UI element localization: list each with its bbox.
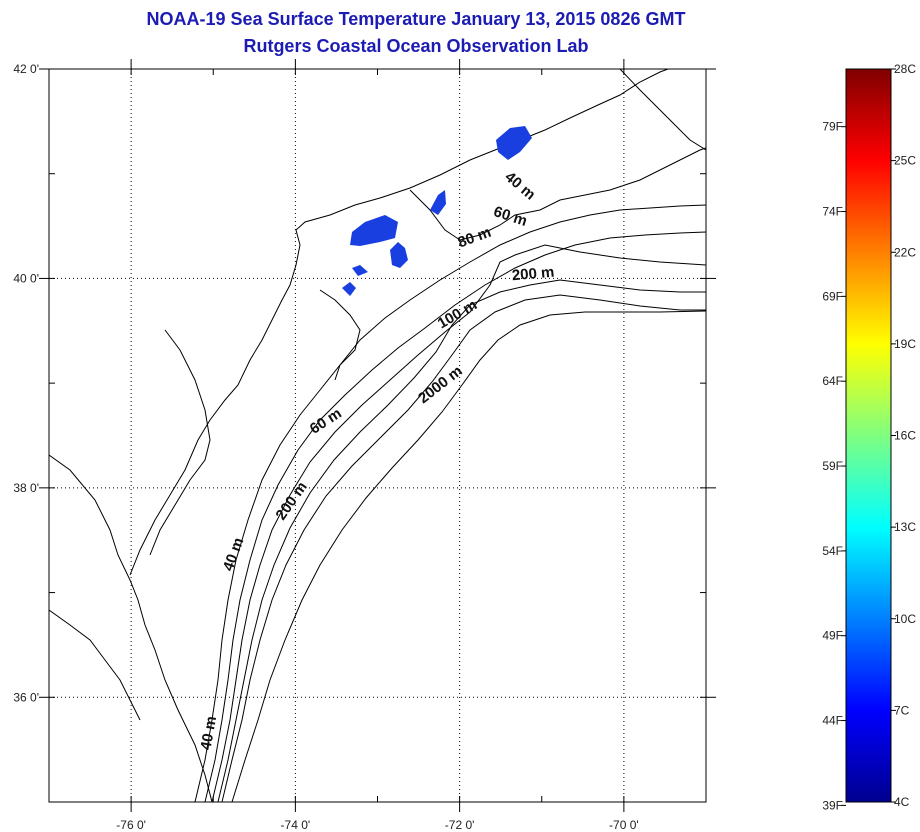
contour-100m [217, 279, 706, 802]
colorbar-celsius-label: 13C [894, 520, 916, 534]
depth-contour-label: 40 m [197, 715, 220, 752]
map-frame [48, 68, 707, 803]
contour-40m [194, 204, 706, 802]
colorbar-celsius-label: 10C [894, 612, 916, 626]
colorbar-celsius-label: 25C [894, 154, 916, 168]
sst-patches [342, 126, 532, 296]
colorbar-fahrenheit-label: 69F [822, 289, 843, 303]
colorbar-celsius-label: 22C [894, 245, 916, 259]
sst-patch [496, 126, 532, 160]
sst-patch [352, 265, 368, 276]
y-tick-label: 42 0' [13, 62, 39, 76]
x-tick-label: -76 0' [116, 818, 146, 832]
colorbar [845, 68, 892, 803]
contour-200m [221, 294, 706, 802]
sst-patch [390, 242, 408, 268]
x-tick-label: -74 0' [281, 818, 311, 832]
colorbar-celsius-label: 4C [894, 795, 910, 809]
contour-2000m [231, 310, 706, 802]
colorbar-fahrenheit-label: 54F [822, 544, 843, 558]
colorbar-celsius-label: 16C [894, 429, 916, 443]
y-tick-label: 40 0' [13, 271, 39, 285]
colorbar-celsius-label: 28C [894, 62, 916, 76]
axis-ticks: -76 0' -74 0' -72 0' -70 0' 42 0' 40 0' 38 0' 3… [13, 59, 716, 832]
map-title: NOAA-19 Sea Surface Temperature January … [146, 9, 686, 29]
contour-80m [211, 244, 706, 802]
coastline [49, 69, 706, 802]
colorbar-fahrenheit-label: 39F [822, 798, 843, 812]
map-subtitle: Rutgers Coastal Ocean Observation Lab [243, 36, 589, 56]
colorbar-fahrenheit-label: 64F [822, 374, 843, 388]
sst-patch [430, 190, 446, 215]
contour-60m [204, 231, 706, 802]
colorbar-celsius-label: 7C [894, 703, 910, 717]
colorbar-fahrenheit-label: 49F [822, 629, 843, 643]
colorbar-fahrenheit-label: 79F [822, 120, 843, 134]
colorbar-labels: 28C 25C 22C 19C 16C 13C 10C 7C 4C 79F 74F 69F 64F 59F… [822, 62, 916, 812]
colorbar-fahrenheit-label: 74F [822, 205, 843, 219]
colorbar-fahrenheit-label: 44F [822, 714, 843, 728]
colorbar-celsius-label: 19C [894, 337, 916, 351]
x-tick-label: -70 0' [609, 818, 639, 832]
sst-patch [342, 282, 356, 296]
depth-contour-label: 200 m [511, 264, 555, 285]
colorbar-fahrenheit-label: 59F [822, 459, 843, 473]
sst-patch [350, 215, 398, 246]
y-tick-label: 36 0' [13, 690, 39, 704]
y-tick-label: 38 0' [13, 481, 39, 495]
x-tick-label: -72 0' [445, 818, 475, 832]
